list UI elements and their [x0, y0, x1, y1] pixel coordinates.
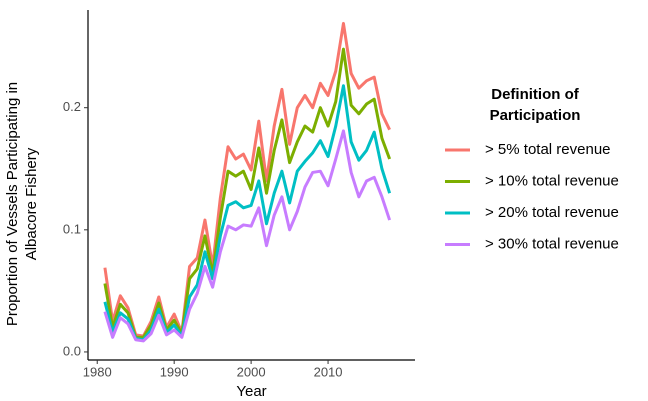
legend-label: > 10% total revenue [485, 172, 619, 189]
legend-label: > 20% total revenue [485, 204, 619, 221]
x-tick-label: 2010 [314, 364, 343, 379]
legend-label: > 30% total revenue [485, 235, 619, 252]
x-tick-label: 1990 [160, 364, 189, 379]
data-line [103, 84, 392, 342]
legend-title: Definition of Participation [489, 86, 581, 124]
data-line [103, 47, 392, 339]
x-tick-label: 1980 [83, 364, 112, 379]
x-tick-label: 2000 [237, 364, 266, 379]
y-tick-label: 0.1 [63, 221, 81, 236]
y-axis-label: Proportion of Vessels Participating in A… [4, 81, 40, 327]
legend-label: > 5% total revenue [485, 141, 611, 158]
y-tick-label: 0.2 [63, 99, 81, 114]
x-axis-label: Year [236, 383, 266, 400]
data-line [103, 129, 392, 343]
y-tick-label: 0.0 [63, 343, 81, 358]
